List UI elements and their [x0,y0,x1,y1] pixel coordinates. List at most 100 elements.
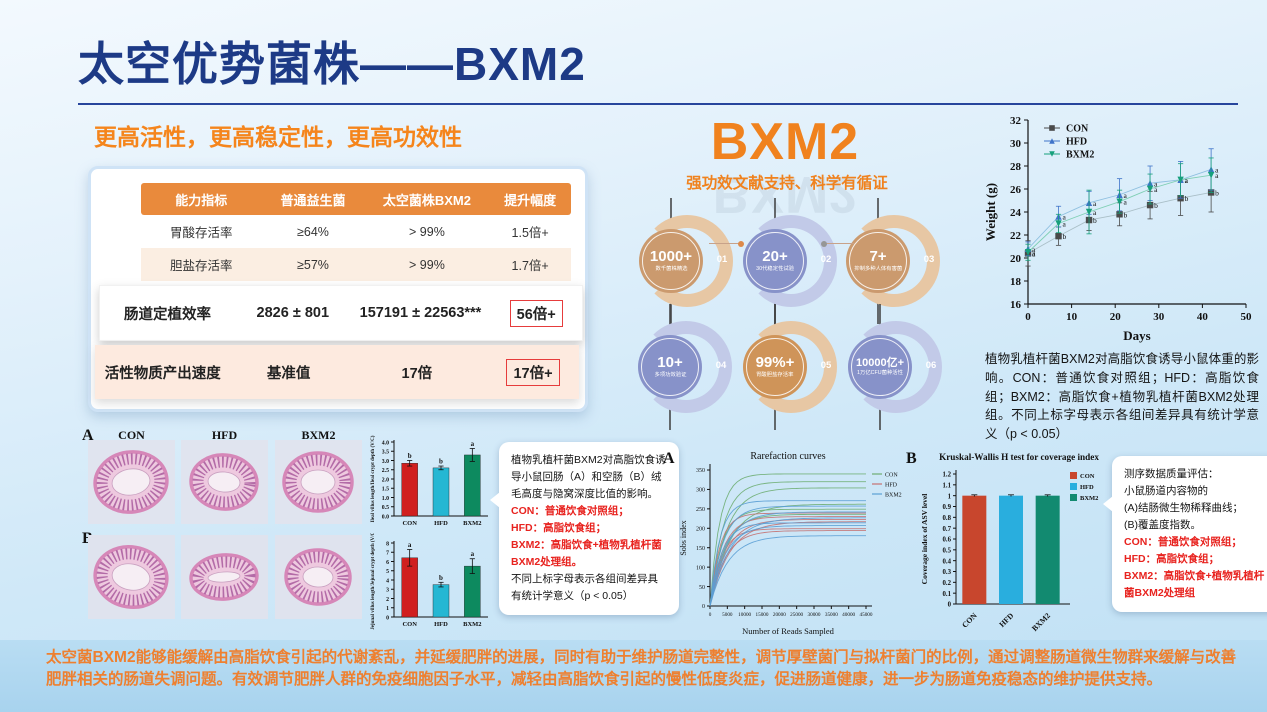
svg-text:b: b [1215,188,1219,197]
svg-text:1.5: 1.5 [382,487,389,493]
svg-text:Kruskal-Wallis H test for cove: Kruskal-Wallis H test for coverage index [939,452,1099,462]
sequencing-note-hfd: HFD：高脂饮食组； [1124,553,1220,565]
histology-panel-b-label: B [82,530,93,547]
svg-text:1: 1 [948,493,952,500]
svg-text:HFD: HFD [434,621,448,628]
svg-text:BXM2: BXM2 [1066,150,1094,161]
svg-text:2.0: 2.0 [382,477,389,483]
svg-text:100: 100 [696,565,705,571]
svg-text:1.2: 1.2 [943,472,952,479]
svg-text:0.8: 0.8 [943,515,952,522]
svg-text:10: 10 [1066,311,1078,323]
page-subtitle: 更高活性，更高稳定性，更高功效性 [94,124,462,150]
rarefaction-curves-chart: Rarefaction curves0501001502002503003500… [679,451,902,636]
histology-note-outro: 不同上标字母表示各组间差异具有统计学意义（p < 0.05） [511,573,658,602]
svg-text:300: 300 [696,488,705,494]
svg-text:a: a [471,550,475,558]
histology-col-bxm2: BXM2 [301,428,336,442]
svg-text:30: 30 [1153,311,1165,323]
svg-text:0: 0 [948,602,952,609]
svg-text:CON: CON [402,520,417,527]
svg-text:HFD: HFD [1066,137,1087,148]
sequencing-panel-b-label: B [906,450,917,467]
svg-text:1: 1 [386,606,389,612]
svg-text:2.5: 2.5 [382,468,389,474]
jejunal-ratio-bar-chart: 0 1 2 3 4 5 6 7 8 a CON b HFD a BXM2 Jejunal villus len… [371,533,488,630]
sequencing-note: 测序数据质量评估： 小鼠肠道内容物的 (A)结肠微生物稀释曲线； (B)覆盖度指… [1103,456,1267,612]
svg-text:0.6: 0.6 [943,537,952,544]
svg-text:0: 0 [709,612,712,618]
svg-text:24: 24 [1010,207,1022,219]
svg-text:0.4: 0.4 [943,558,952,565]
svg-text:a: a [471,440,475,448]
svg-text:0.5: 0.5 [382,505,389,511]
svg-text:40000: 40000 [842,612,855,618]
svg-text:45000: 45000 [860,612,873,618]
svg-text:HFD: HFD [1080,484,1094,491]
stat-badge: 01 1000+ 数千菌株精选 [623,198,773,324]
svg-text:BXM2: BXM2 [463,621,481,628]
svg-text:a: a [1154,185,1158,194]
sequencing-note-bxm2: BXM2：高脂饮食+植物乳植杆菌BXM2处理组 [1124,570,1265,599]
svg-text:15000: 15000 [756,612,769,618]
svg-text:b: b [1154,201,1158,210]
svg-text:50: 50 [699,585,705,591]
svg-text:35000: 35000 [825,612,838,618]
svg-text:Sobs index: Sobs index [679,520,688,555]
svg-text:0.7: 0.7 [943,526,952,533]
svg-text:a: a [1063,220,1067,229]
stat-badge: 03 7+ 抑制多种人体有害菌 [830,198,980,324]
svg-text:a: a [1185,176,1189,185]
table-row: 活性物质产出速度 基准值 17倍 17倍+ [95,345,579,399]
table-row: 胆盐存活率 ≥57% > 99% 1.7倍+ [141,248,571,281]
svg-text:Coverage index of ASV level: Coverage index of ASV level [920,494,929,585]
sequencing-note-line3: (A)结肠微生物稀释曲线； [1124,502,1243,514]
svg-text:0: 0 [386,615,389,621]
histology-col-hfd: HFD [211,428,238,442]
svg-text:0.1: 0.1 [943,591,952,598]
svg-text:0.9: 0.9 [943,504,952,511]
svg-text:350: 350 [696,468,705,474]
svg-text:4.0: 4.0 [382,440,389,446]
svg-text:a: a [1093,208,1097,217]
svg-text:0: 0 [702,604,705,610]
svg-text:b: b [1124,210,1128,219]
svg-text:CON: CON [960,611,979,630]
stat-badge: 04 10+ 多项功效验证 [622,304,772,430]
page-title: 太空优势菌株——BXM2 [78,38,586,90]
svg-text:HFD: HFD [434,520,448,527]
comparison-table-card: 能力指标 普通益生菌 太空菌株BXM2 提升幅度 胃酸存活率 ≥64% > 99% 1.5倍+… [88,166,588,412]
svg-text:Rarefaction curves: Rarefaction curves [750,451,825,462]
svg-text:40: 40 [1197,311,1209,323]
table-row: 胃酸存活率 ≥64% > 99% 1.5倍+ [141,215,571,248]
svg-text:Weight (g): Weight (g) [983,183,998,241]
svg-text:6: 6 [386,560,389,566]
histology-note-con: CON：普通饮食对照组； [511,505,629,517]
svg-text:a: a [1154,179,1158,188]
svg-text:a: a [1185,176,1189,185]
table-row: 肠道定植效率 2826 ± 801 157191 ± 22563*** 56倍+ [99,285,583,341]
svg-text:10000: 10000 [738,612,751,618]
sequencing-note-line1: 测序数据质量评估： [1124,468,1219,480]
badge-connector [709,240,744,247]
svg-text:HFD: HFD [997,611,1015,629]
histology-col-con: CON [118,428,145,442]
sequencing-panel-a-label: A [663,450,675,467]
svg-text:b: b [1093,216,1097,225]
svg-text:7: 7 [386,551,389,557]
svg-text:3.5: 3.5 [382,450,389,456]
svg-text:16: 16 [1010,299,1022,311]
histology-note: 植物乳植杆菌BXM2对高脂饮食诱导小鼠回肠（A）和空肠（B）绒毛高度与隐窝深度比… [490,442,679,615]
histology-note-intro: 植物乳植杆菌BXM2对高脂饮食诱导小鼠回肠（A）和空肠（B）绒毛高度与隐窝深度比… [511,454,666,500]
badge-connector [821,240,854,247]
svg-text:BXM2: BXM2 [885,492,902,498]
stat-badge: 05 99%+ 胃酸胆盐存活率 [727,304,877,430]
svg-text:3: 3 [386,588,389,594]
svg-text:18: 18 [1010,276,1022,288]
svg-text:28: 28 [1010,161,1022,173]
histology-note-hfd: HFD：高脂饮食组； [511,522,607,534]
svg-text:32: 32 [1010,115,1022,127]
svg-text:50: 50 [1241,311,1253,323]
weight-line-chart: 16 18 20 22 24 26 28 30 32 0 10 20 30 40 50 Days Weight … [983,115,1253,343]
